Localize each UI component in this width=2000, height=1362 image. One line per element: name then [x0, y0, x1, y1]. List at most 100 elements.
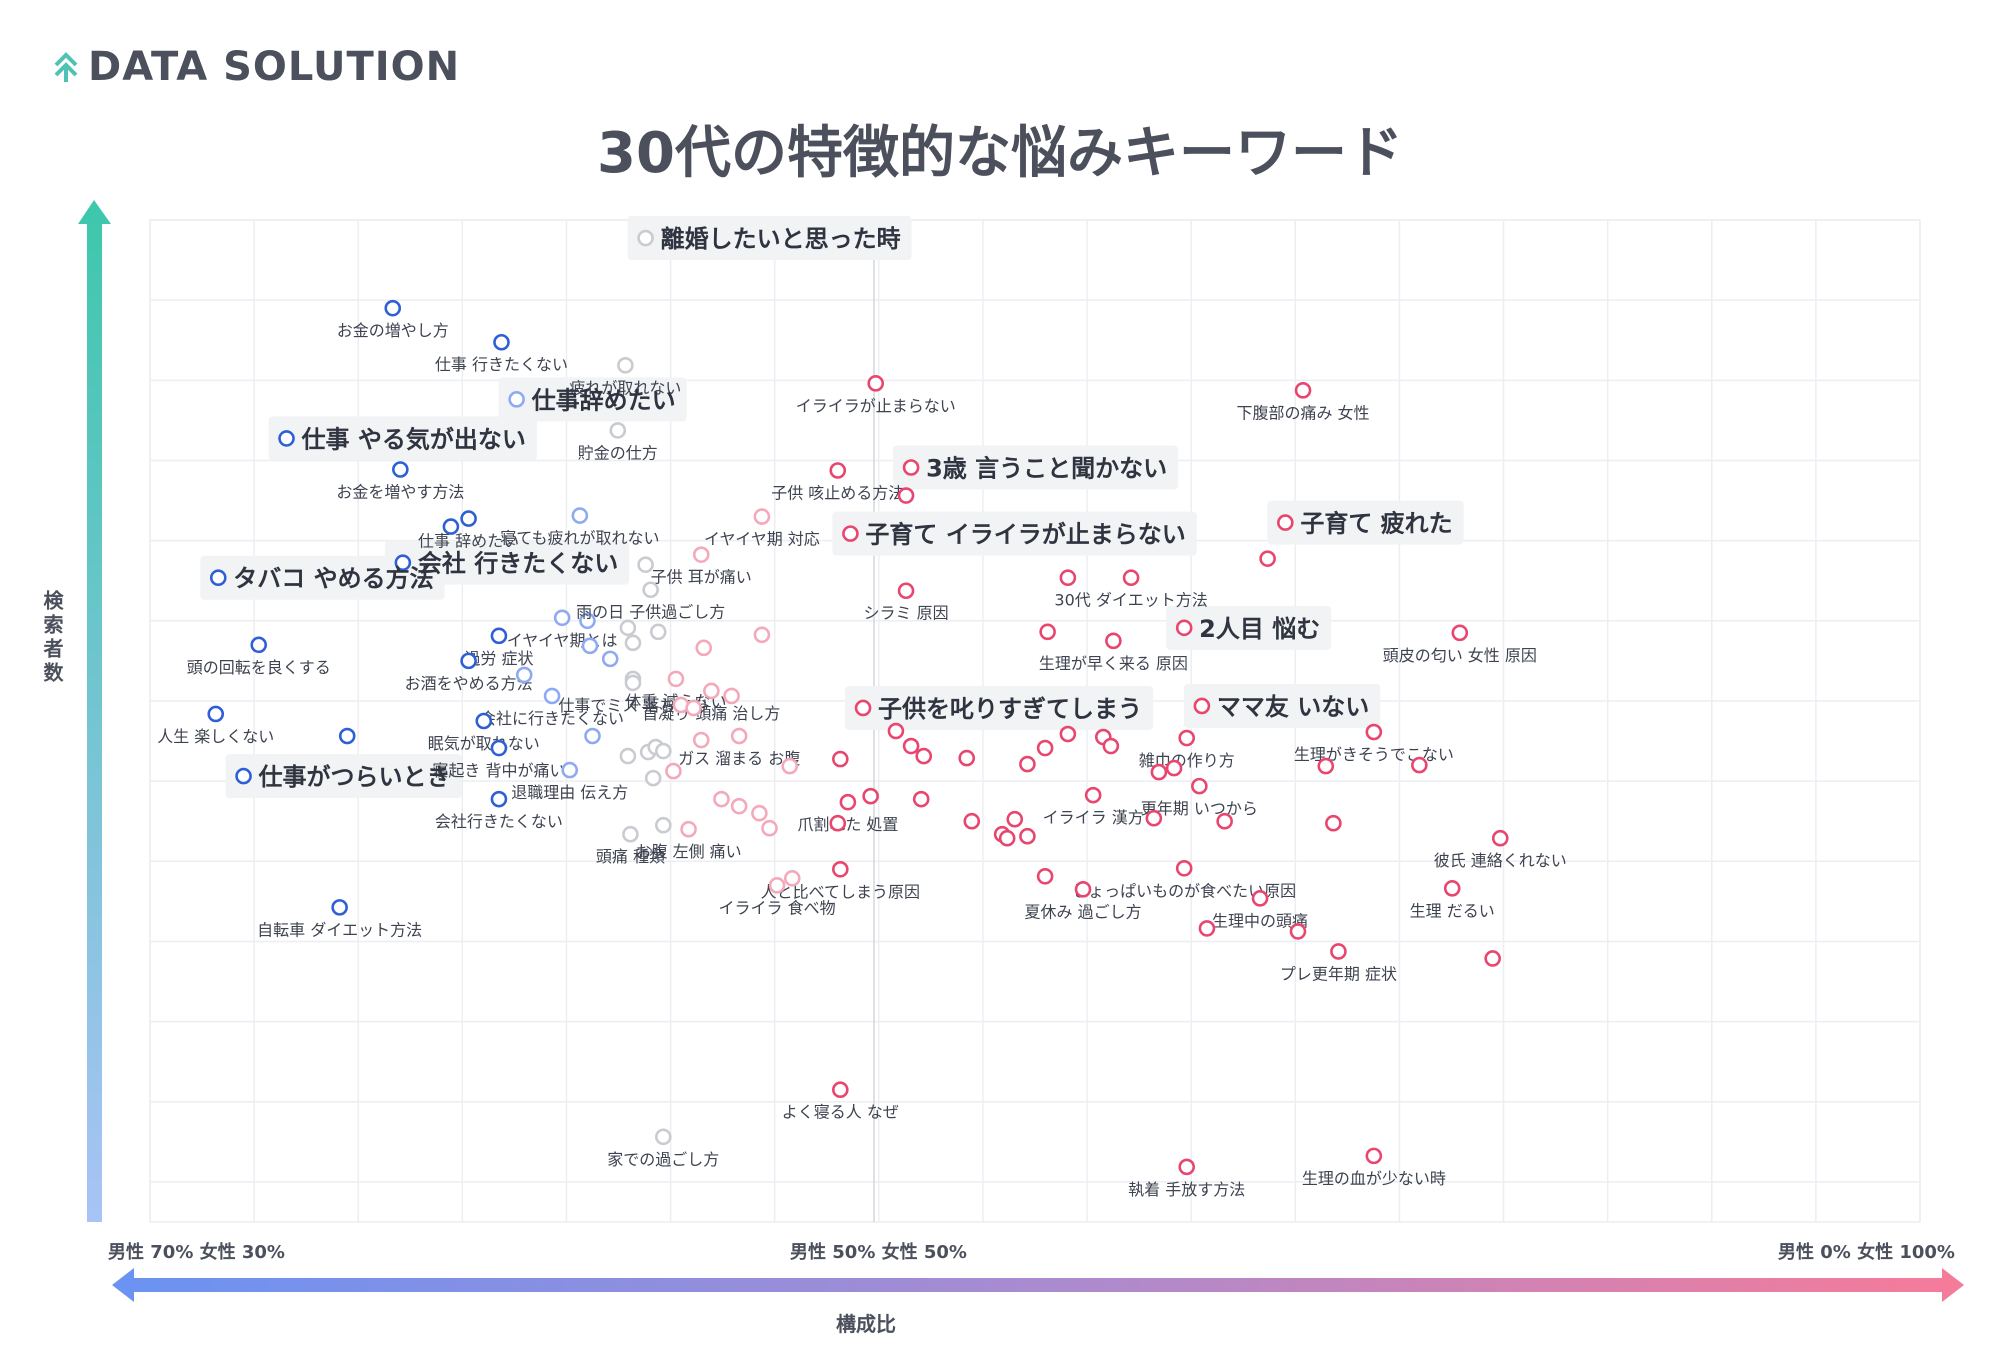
label-background [225, 754, 462, 799]
point-label: 30代 ダイエット方法 [1054, 591, 1207, 610]
data-point [1216, 812, 1233, 830]
data-point [692, 731, 710, 749]
label-background [893, 445, 1179, 490]
point-label: 自転車 ダイエット方法 [257, 920, 422, 939]
data-point [831, 750, 849, 768]
data-point [637, 556, 654, 573]
data-point [842, 525, 859, 542]
data-point [278, 430, 295, 447]
point-label: 仕事 やる気が出ない [301, 425, 526, 453]
data-point [1294, 382, 1312, 399]
data-point [1165, 759, 1183, 777]
data-point [1259, 550, 1276, 567]
data-point [753, 626, 771, 644]
data-point [571, 507, 589, 524]
data-point [695, 639, 713, 657]
data-point [1036, 739, 1054, 757]
data-point [1491, 829, 1509, 847]
data-point [442, 518, 460, 535]
point-label: 退職理由 伝え方 [511, 783, 628, 802]
point-label: 3歳 言うこと聞かない [926, 454, 1167, 482]
data-point [1105, 632, 1122, 650]
data-point [601, 650, 619, 668]
data-point [1451, 624, 1469, 642]
data-point [508, 391, 525, 408]
data-point [1175, 859, 1193, 877]
point-label: 2人目 悩む [1199, 615, 1320, 643]
x-axis-label: 構成比 [836, 1312, 896, 1336]
data-point [490, 739, 508, 757]
point-label: 仕事がつらいとき [258, 763, 451, 791]
label-background [832, 511, 1197, 556]
data-point [692, 546, 710, 563]
data-point [1059, 569, 1077, 587]
data-point [1145, 809, 1163, 827]
label-background [627, 216, 912, 261]
data-point [1122, 569, 1140, 587]
point-label: 子育て 疲れた [1300, 510, 1452, 538]
data-point [665, 762, 682, 780]
data-point [839, 793, 857, 811]
data-point [394, 554, 412, 571]
data-point [624, 674, 642, 692]
point-label: お金を増やす方法 [336, 482, 464, 501]
point-label: 子育て イライラが止まらない [865, 521, 1185, 549]
point-label: 人生 楽しくない [157, 727, 274, 746]
label-background [384, 540, 630, 585]
point-label: 生理の血が少ない時 [1302, 1169, 1446, 1188]
point-label: 仕事 辞めたい [418, 532, 519, 551]
data-point [753, 508, 771, 525]
point-label: お金の増やし方 [337, 321, 449, 340]
point-label: 子供を叱りすぎてしまう [878, 695, 1142, 723]
data-point [1150, 763, 1168, 781]
data-point [761, 819, 778, 837]
y-axis-label: 検索者数 [40, 590, 64, 686]
point-label: 人と比べてしまう原因 [761, 882, 920, 901]
point-label: 会社 行きたくない [418, 550, 618, 578]
data-point [680, 820, 697, 838]
point-label: 生理 だるい [1410, 901, 1495, 920]
point-label: 生理が早く来る 原因 [1039, 654, 1188, 673]
data-point [897, 487, 915, 504]
data-point [1365, 723, 1383, 741]
data-point [829, 814, 847, 832]
double-chevron-up-icon [54, 52, 78, 82]
data-point [579, 612, 596, 630]
data-point [475, 712, 493, 730]
data-point [624, 634, 642, 652]
data-point [1178, 1158, 1196, 1176]
data-point [1084, 786, 1102, 804]
data-point [703, 682, 720, 700]
point-label: タバコ やめる方法 [233, 565, 433, 593]
data-point [902, 737, 920, 755]
point-label: 生理がきそうでこない [1294, 745, 1454, 764]
data-point [862, 787, 879, 805]
data-point [207, 705, 225, 723]
data-point [1325, 814, 1342, 832]
point-label: イヤイヤ期 対応 [704, 530, 820, 549]
point-label: 家での過ごし方 [607, 1150, 719, 1169]
data-point [609, 422, 627, 439]
data-point [854, 699, 872, 717]
point-label: 離婚したいと思った時 [661, 225, 901, 253]
data-point [963, 812, 981, 830]
label-background [1267, 500, 1464, 545]
x-tick-label-left: 男性 70% 女性 30% [108, 1242, 285, 1263]
point-label: 仕事でミス 落ち込む [558, 696, 707, 715]
point-label: 子供 咳止める方法 [771, 484, 904, 503]
data-point [642, 581, 659, 599]
point-label: お腹 左側 痛い [635, 842, 741, 861]
x-tick-label-center: 男性 50% 女性 50% [790, 1242, 967, 1263]
data-point [1019, 755, 1036, 773]
data-point [713, 790, 730, 808]
data-point [685, 699, 702, 717]
data-point [490, 627, 508, 645]
data-point [958, 749, 976, 767]
label-background [200, 555, 445, 600]
point-label: 彼氏 連絡くれない [1434, 851, 1567, 870]
data-point [250, 636, 268, 654]
point-label: シラミ 原因 [863, 604, 948, 623]
data-point [649, 623, 667, 641]
data-point [654, 816, 672, 834]
